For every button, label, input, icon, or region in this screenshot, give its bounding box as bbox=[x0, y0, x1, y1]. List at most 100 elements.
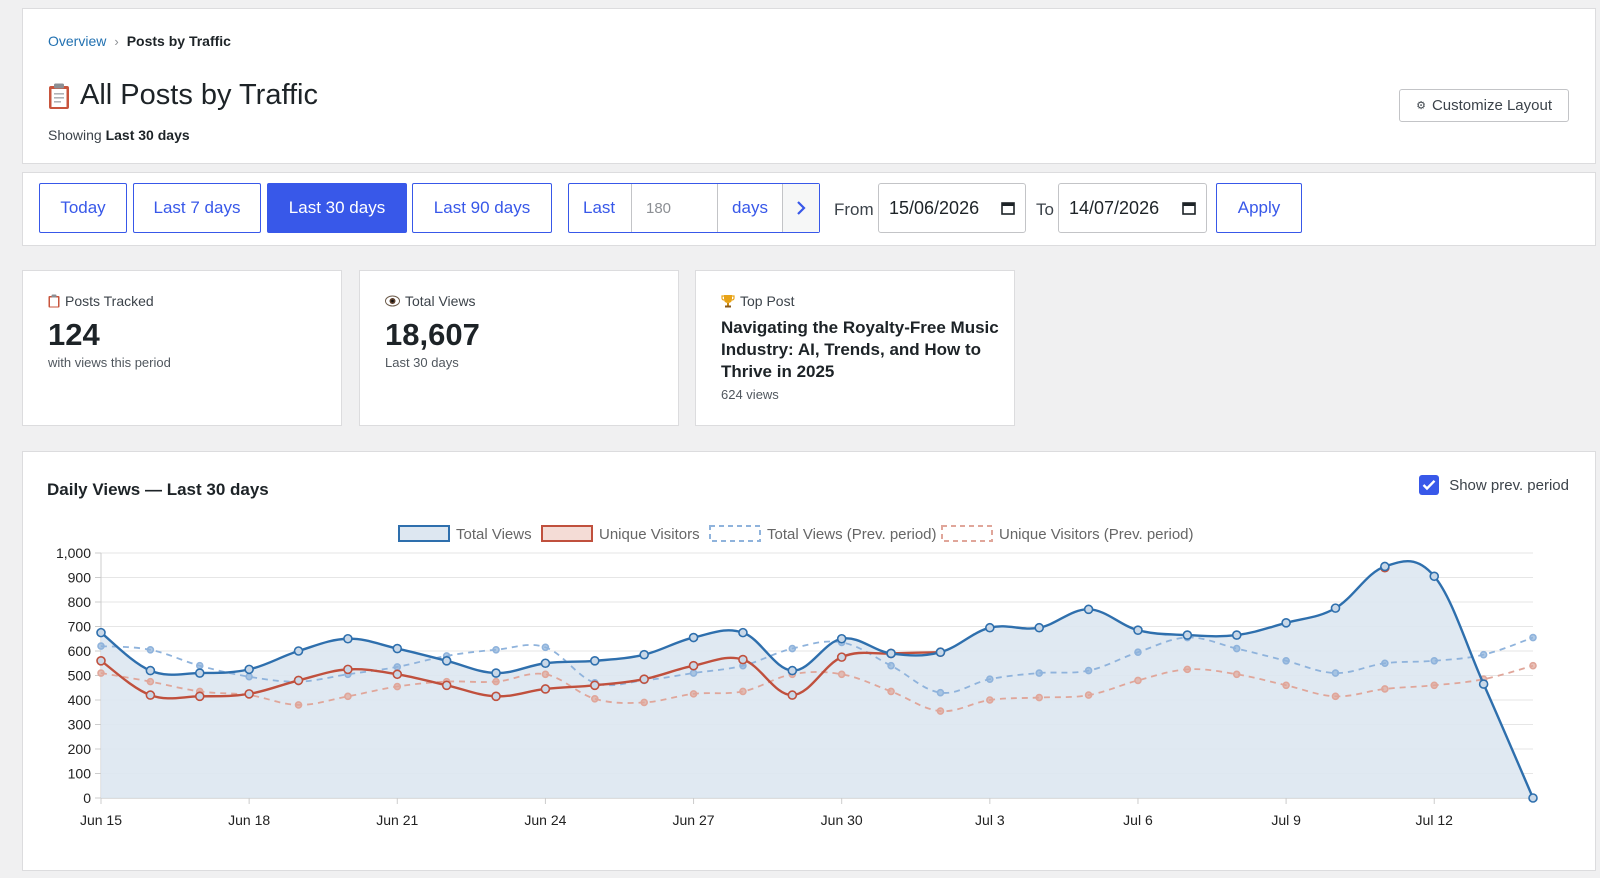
unique-visitors-point bbox=[96, 656, 106, 666]
unique-visitors-prev-period-point bbox=[344, 692, 352, 701]
unique-visitors-prev-period-point bbox=[1331, 692, 1340, 701]
unique-visitors-point bbox=[787, 690, 798, 700]
x-tick-label: Jun 24 bbox=[524, 812, 566, 828]
total-views-prev-period-point bbox=[1035, 669, 1044, 677]
total-views-point bbox=[491, 668, 501, 678]
total-views-prev-period-point bbox=[936, 688, 945, 697]
unique-visitors-point bbox=[639, 674, 649, 684]
y-tick-label: 300 bbox=[68, 717, 92, 733]
breadcrumb-current: Posts by Traffic bbox=[126, 33, 231, 49]
total-views-prev-period-point bbox=[1529, 633, 1537, 642]
page-header: Overview › Posts by Traffic All Posts by… bbox=[22, 8, 1596, 164]
total-views-point bbox=[1330, 603, 1341, 613]
total-views-point bbox=[194, 668, 205, 678]
total-views-sub: Last 30 days bbox=[385, 355, 459, 370]
page-title-row: All Posts by Traffic bbox=[48, 79, 318, 112]
total-views-card: Total Views 18,607 Last 30 days bbox=[359, 270, 679, 426]
filter-last90-button[interactable]: Last 90 days bbox=[412, 183, 552, 233]
x-tick-label: Jul 3 bbox=[975, 812, 1005, 828]
filter-last30-button[interactable]: Last 30 days bbox=[267, 183, 407, 233]
unique-visitors-point bbox=[738, 654, 748, 665]
unique-visitors-prev-period-point bbox=[739, 687, 747, 696]
apply-button[interactable]: Apply bbox=[1216, 183, 1302, 233]
custom-days-input[interactable]: 180 bbox=[632, 184, 718, 232]
total-views-prev-period-point bbox=[1381, 659, 1389, 668]
customize-layout-button[interactable]: ⚙ Customize Layout bbox=[1399, 89, 1569, 122]
checkbox-checked-icon[interactable] bbox=[1419, 475, 1440, 495]
unique-visitors-point bbox=[836, 652, 847, 662]
total-views-point bbox=[1380, 561, 1390, 572]
legend-label-total-views-prev-period: Total Views (Prev. period) bbox=[767, 526, 937, 543]
show-prev-period-label: Show prev. period bbox=[1449, 476, 1569, 494]
breadcrumb-overview-link[interactable]: Overview bbox=[48, 33, 107, 49]
total-views-prev-period-point bbox=[1232, 644, 1241, 653]
unique-visitors-prev-period-point bbox=[1035, 693, 1044, 702]
unique-visitors-point bbox=[145, 690, 156, 700]
y-tick-label: 100 bbox=[68, 766, 92, 782]
total-views-point bbox=[96, 627, 106, 638]
y-tick-label: 1,000 bbox=[56, 545, 91, 561]
total-views-point bbox=[787, 665, 798, 676]
y-tick-label: 500 bbox=[68, 668, 92, 684]
custom-range-go-button[interactable] bbox=[783, 184, 819, 232]
unique-visitors-prev-period-point bbox=[294, 701, 303, 709]
unique-visitors-point bbox=[491, 691, 501, 702]
posts-tracked-card: Posts Tracked 124 with views this period bbox=[22, 270, 342, 426]
to-date-input[interactable]: 14/07/2026 bbox=[1058, 183, 1207, 233]
top-post-title[interactable]: Navigating the Royalty-Free Music Indust… bbox=[721, 318, 999, 381]
total-views-point bbox=[392, 643, 403, 654]
total-views-prev-period-point bbox=[393, 663, 402, 671]
daily-views-chart-panel: 0 100 200 300 400 500 600 700 800 900 1,000 Jun 15 J… bbox=[22, 451, 1596, 871]
unique-visitors-prev-period-point bbox=[393, 682, 402, 691]
filter-today-button[interactable]: Today bbox=[39, 183, 127, 233]
total-views-prev-period-point bbox=[689, 669, 698, 677]
unique-visitors-prev-period-point bbox=[887, 687, 895, 696]
from-date-input[interactable]: 15/06/2026 bbox=[878, 183, 1026, 233]
page-title: All Posts by Traffic bbox=[80, 79, 318, 111]
y-tick-label: 700 bbox=[68, 619, 92, 635]
total-views-point bbox=[244, 664, 254, 675]
calendar-icon bbox=[1001, 202, 1015, 215]
unique-visitors-prev-period-point bbox=[1529, 661, 1537, 670]
y-tick-label: 800 bbox=[68, 594, 92, 610]
x-tick-label: Jun 27 bbox=[673, 812, 715, 828]
x-tick-label: Jun 15 bbox=[80, 812, 122, 828]
top-post-views: 624 views bbox=[721, 387, 779, 402]
total-views-prev-period-point bbox=[541, 643, 550, 652]
showing-prefix: Showing bbox=[48, 127, 102, 143]
top-post-header: Top Post bbox=[721, 293, 794, 309]
posts-tracked-value: 124 bbox=[48, 317, 100, 352]
unique-visitors-point bbox=[589, 680, 600, 691]
unique-visitors-point bbox=[244, 689, 254, 699]
filter-last7-button[interactable]: Last 7 days bbox=[133, 183, 261, 233]
show-prev-period-toggle[interactable]: Show prev. period bbox=[1419, 475, 1569, 495]
total-views-prev-period-point bbox=[1134, 648, 1142, 657]
gear-icon: ⚙ bbox=[1416, 100, 1426, 112]
custom-range-last-label: Last bbox=[569, 184, 632, 232]
unique-visitors-point bbox=[688, 660, 699, 671]
custom-range-group: Last 180 days bbox=[568, 183, 820, 233]
unique-visitors-point bbox=[441, 680, 452, 691]
total-views-prev-period-point bbox=[146, 645, 155, 654]
posts-tracked-header: Posts Tracked bbox=[48, 293, 154, 309]
unique-visitors-prev-period-point bbox=[640, 698, 648, 707]
total-views-point bbox=[688, 632, 699, 643]
total-views-point bbox=[1281, 618, 1291, 628]
unique-visitors-prev-period-point bbox=[1381, 685, 1389, 693]
total-views-value: 18,607 bbox=[385, 317, 480, 352]
from-date-value: 15/06/2026 bbox=[889, 197, 980, 218]
x-tick-label: Jun 21 bbox=[376, 812, 418, 828]
legend-label-total-views: Total Views bbox=[456, 526, 532, 543]
total-views-prev-period-point bbox=[492, 645, 500, 654]
custom-range-days-label: days bbox=[718, 184, 783, 232]
unique-visitors-prev-period-point bbox=[1282, 681, 1290, 690]
unique-visitors-prev-period-point bbox=[1084, 691, 1093, 699]
legend-swatch-unique-visitors-prev-period bbox=[941, 525, 993, 542]
unique-visitors-prev-period-point bbox=[986, 696, 994, 704]
unique-visitors-prev-period-point bbox=[97, 669, 105, 677]
unique-visitors-point bbox=[392, 669, 403, 680]
total-views-prev-period-point bbox=[887, 661, 895, 670]
to-label: To bbox=[1036, 200, 1054, 219]
unique-visitors-prev-period-point bbox=[837, 670, 846, 679]
unique-visitors-prev-period-point bbox=[1183, 665, 1192, 674]
